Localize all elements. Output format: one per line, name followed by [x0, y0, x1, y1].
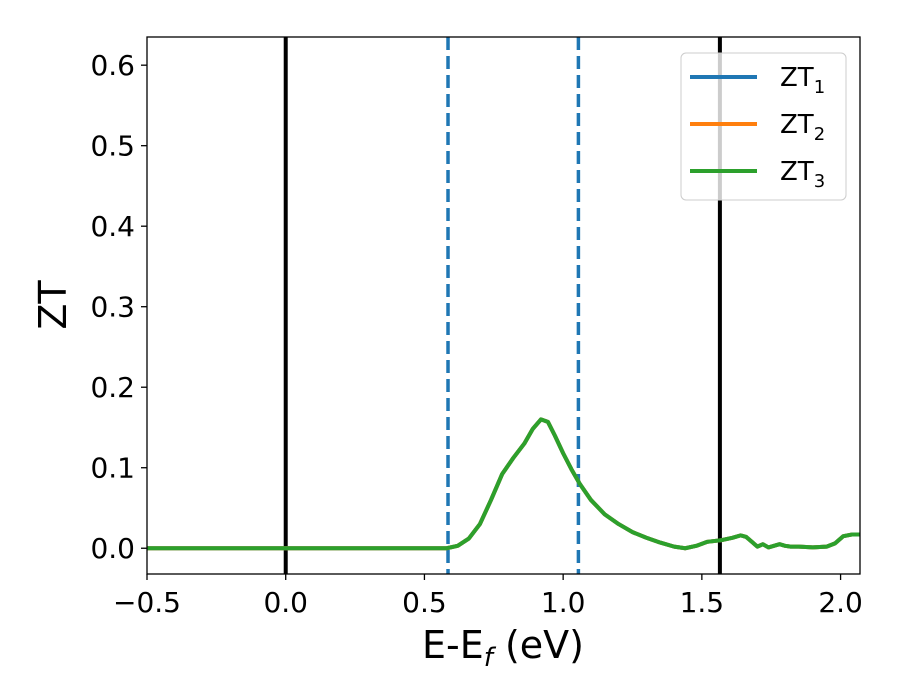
y-tick-label: 0.3	[90, 291, 135, 324]
x-tick-label: 1.0	[541, 586, 586, 619]
x-tick-label: −0.5	[113, 586, 181, 619]
reference-lines	[283, 37, 722, 574]
y-tick-label: 0.5	[90, 130, 135, 163]
series-line-3	[147, 417, 860, 551]
x-tick-label: 0.0	[263, 586, 308, 619]
legend-label-2: ZT2	[780, 110, 825, 145]
y-axis-label: ZT	[31, 280, 75, 330]
series-layer	[147, 417, 860, 551]
y-tick-label: 0.6	[90, 49, 135, 82]
y-tick-label: 0.2	[90, 371, 135, 404]
legend-box	[680, 52, 847, 201]
x-tick-label: 2.0	[818, 586, 863, 619]
x-tick-label: 1.5	[680, 586, 725, 619]
series-line-1	[147, 417, 860, 551]
y-tick-label: 0.1	[90, 452, 135, 485]
plot-frame	[146, 36, 861, 575]
legend-label-3: ZT3	[780, 157, 825, 192]
y-tick-label: 0.4	[90, 210, 135, 243]
legend-label-1: ZT1	[780, 63, 825, 98]
y-axis: 0.0 0.1 0.2 0.3 0.4 0.5 0.6	[90, 49, 147, 565]
x-axis-label: E-Ef (eV)	[422, 623, 584, 673]
legend: ZT1 ZT2 ZT3	[680, 52, 847, 201]
x-axis: −0.5 0.0 0.5 1.0 1.5 2.0	[113, 574, 863, 619]
series-line-2	[147, 417, 860, 551]
y-tick-label: 0.0	[90, 532, 135, 565]
x-tick-label: 0.5	[402, 586, 447, 619]
